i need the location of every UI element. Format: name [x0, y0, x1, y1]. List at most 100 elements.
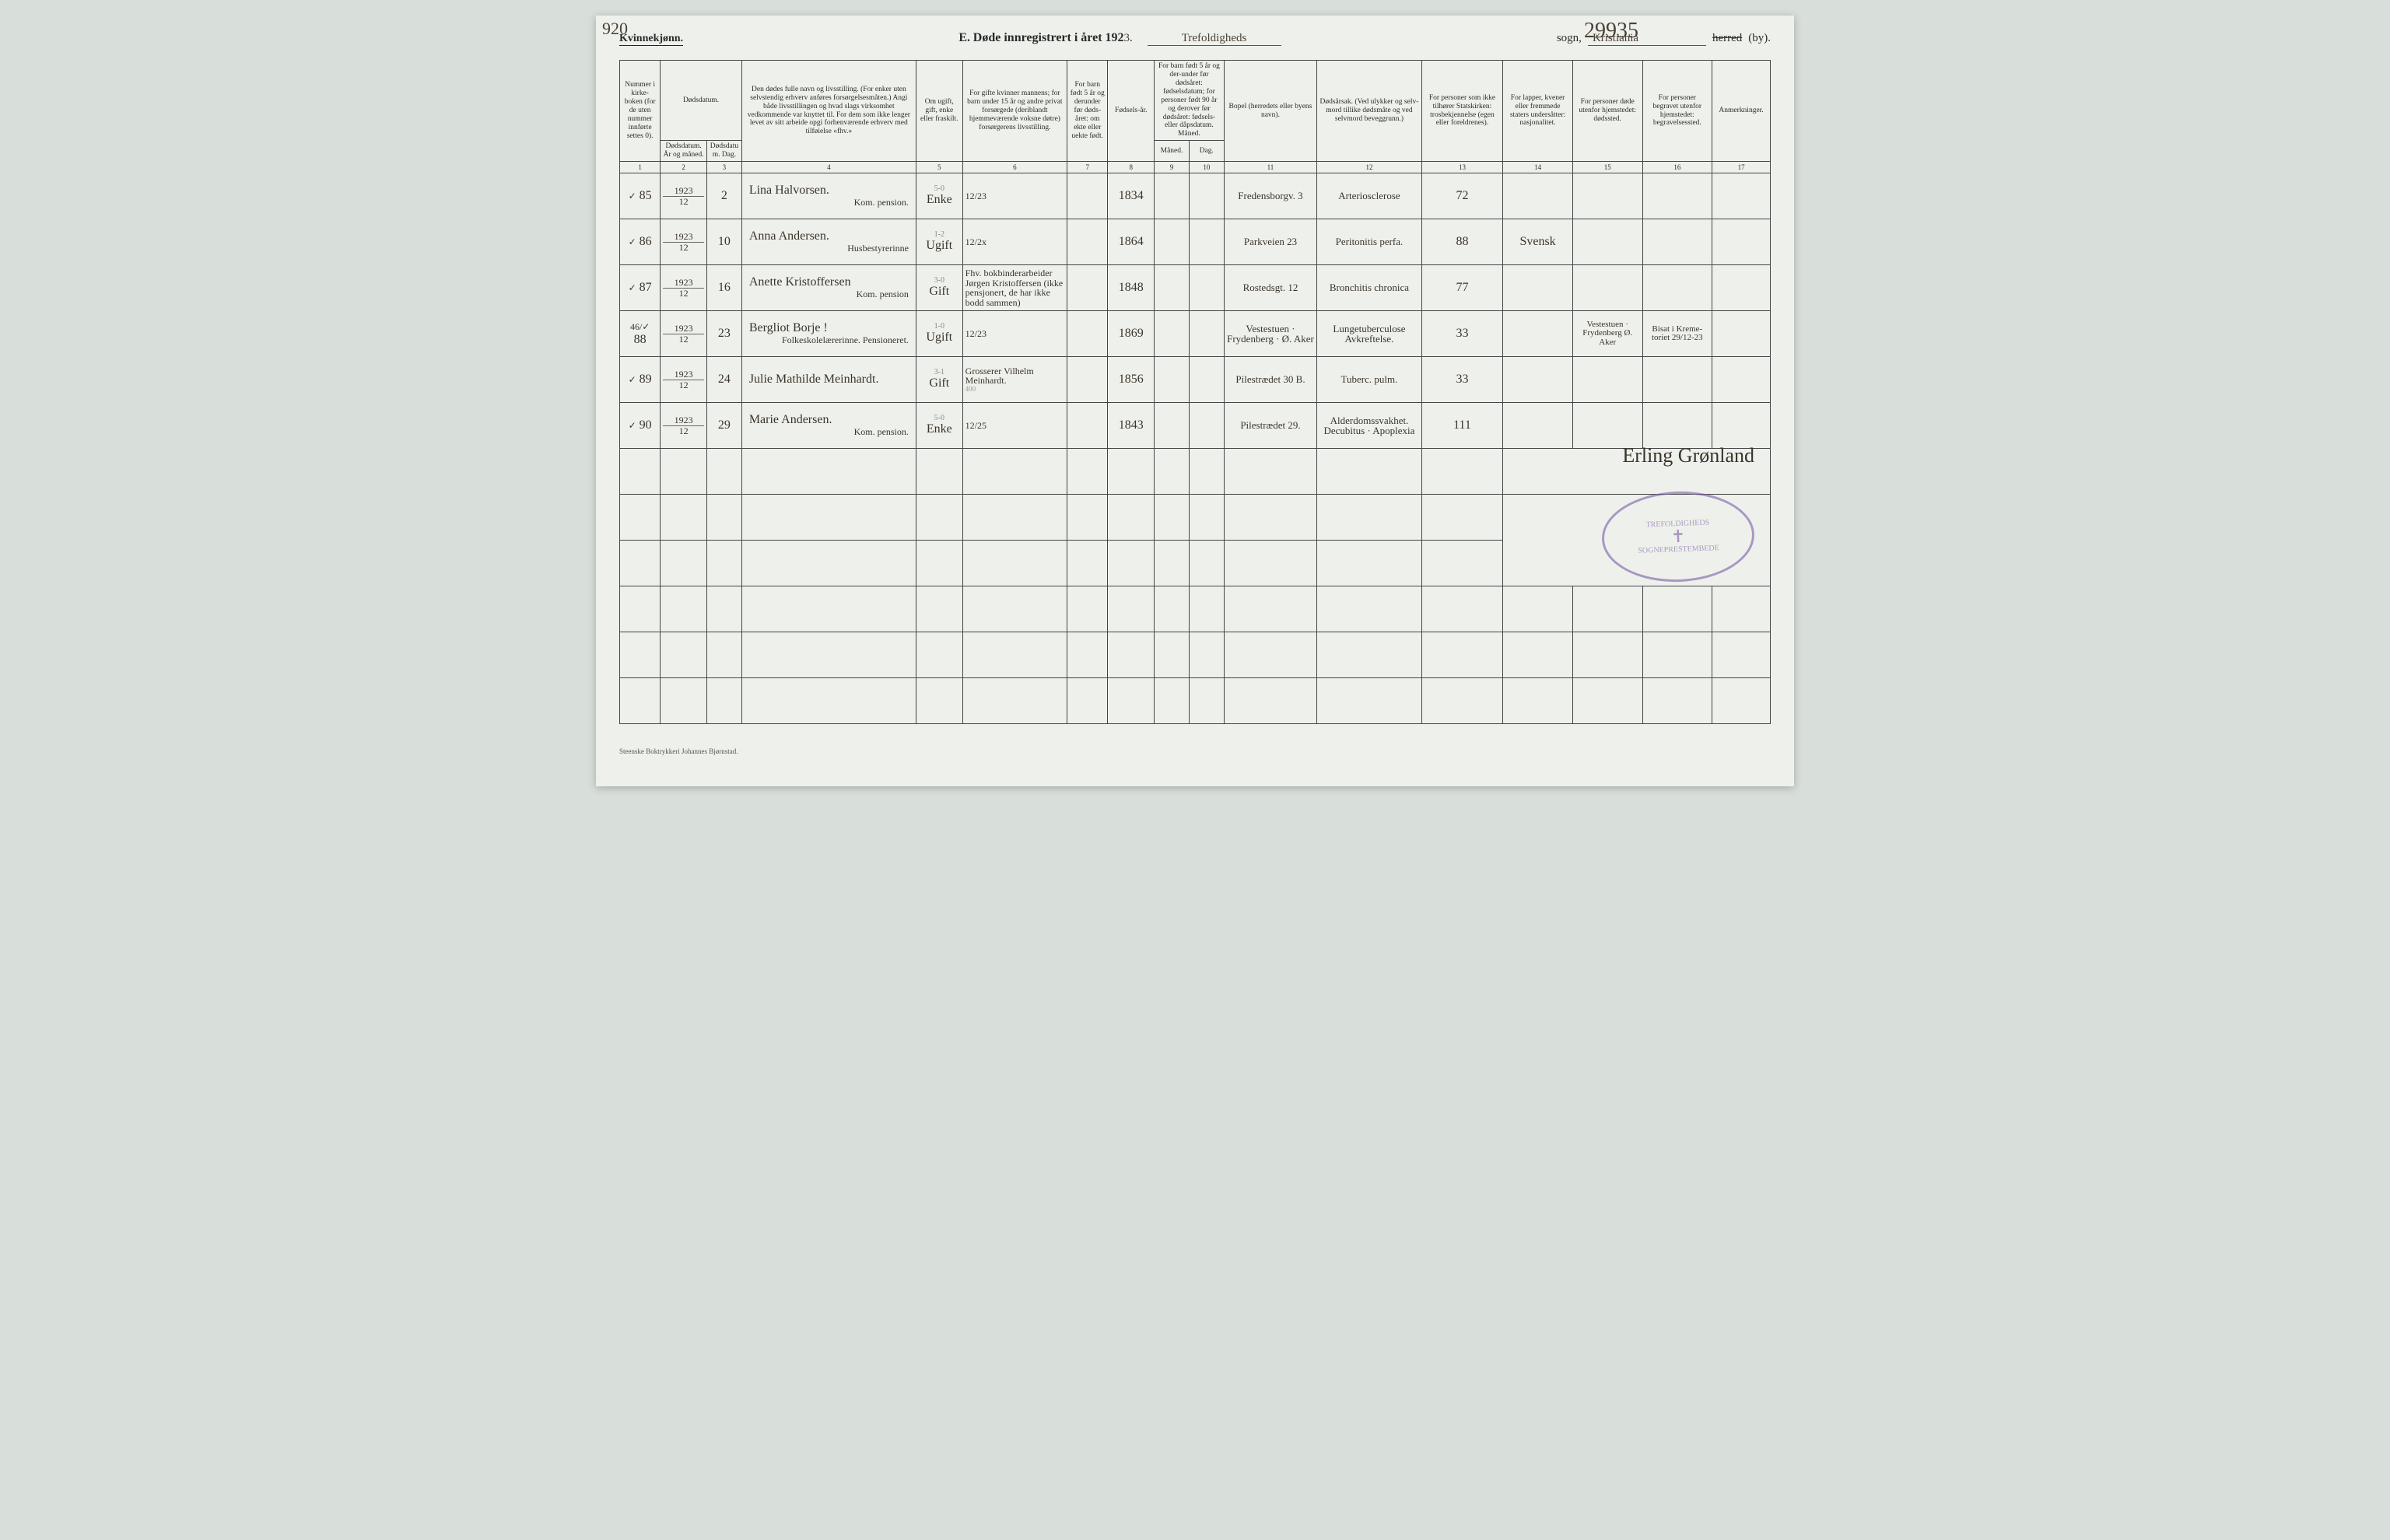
- cell-empty: [962, 632, 1067, 678]
- cell: Arteriosclerose: [1317, 173, 1421, 219]
- col-number: 10: [1189, 162, 1224, 173]
- parish-stamp: TREFOLDIGHEDS✝SOGNEPRESTEMBEDE: [1600, 489, 1756, 585]
- col-header: Den dødes fulle navn og livsstilling. (F…: [741, 61, 916, 162]
- cell-empty: [620, 449, 661, 495]
- cell-empty: [1189, 541, 1224, 586]
- cell-empty: [1108, 541, 1155, 586]
- entries-body: ✓ 851923122Lina Halvorsen.Kom. pension.5…: [620, 173, 1771, 449]
- col-number: 7: [1067, 162, 1108, 173]
- cell: [1189, 403, 1224, 449]
- cell-empty: [741, 586, 916, 632]
- cell-empty: [1189, 632, 1224, 678]
- cell: 33: [1421, 311, 1503, 357]
- cell: 12/23: [962, 173, 1067, 219]
- cell: 192312: [661, 403, 707, 449]
- cell-empty: [707, 541, 742, 586]
- cell: Alderdomssvakhet. Decubitus · Apoplexia: [1317, 403, 1421, 449]
- cell: 1834: [1108, 173, 1155, 219]
- cell: 12/25: [962, 403, 1067, 449]
- col-header: Bopel (herredets eller byens navn).: [1224, 61, 1317, 162]
- cell-empty: [1712, 678, 1771, 724]
- cell-empty: [1421, 449, 1503, 495]
- cell: Lina Halvorsen.Kom. pension.: [741, 173, 916, 219]
- gender-label: Kvinnekjønn.: [619, 33, 683, 46]
- cell-empty: [1572, 678, 1642, 724]
- parish-value: Trefoldigheds: [1148, 32, 1281, 46]
- col-header: For personer begravet utenfor hjemstedet…: [1642, 61, 1712, 162]
- cell: [1572, 265, 1642, 311]
- cell: Pilestrædet 29.: [1224, 403, 1317, 449]
- cell: 3-0Gift: [916, 265, 962, 311]
- cell-empty: [620, 586, 661, 632]
- cell: [1189, 311, 1224, 357]
- cell-empty: [1421, 632, 1503, 678]
- cell: [1712, 219, 1771, 265]
- cell-empty: [962, 495, 1067, 541]
- col-header: For lapper, kvener eller fremmede stater…: [1503, 61, 1573, 162]
- cell: [1155, 173, 1190, 219]
- cell: [1712, 265, 1771, 311]
- cell: Marie Andersen.Kom. pension.: [741, 403, 916, 449]
- cell: [1572, 219, 1642, 265]
- cell: 192312: [661, 311, 707, 357]
- cell-empty: [1317, 495, 1421, 541]
- cell: [1067, 311, 1108, 357]
- column-number-row: 1234567891011121314151617: [620, 162, 1771, 173]
- cell-empty: [1224, 586, 1317, 632]
- cell-empty: [962, 678, 1067, 724]
- cell: 111: [1421, 403, 1503, 449]
- cell-empty: [1421, 495, 1503, 541]
- col-header: For barn født 5 år og der-under før døds…: [1155, 61, 1225, 141]
- cell: Grosserer Vilhelm Meinhardt.400: [962, 357, 1067, 403]
- cell: [1712, 173, 1771, 219]
- cell: [1155, 357, 1190, 403]
- cell-empty: [707, 678, 742, 724]
- cell: ✓ 90: [620, 403, 661, 449]
- cell-empty: [1155, 495, 1190, 541]
- col-header: Om ugift, gift, enke eller fraskilt.: [916, 61, 962, 162]
- cell: 12/23: [962, 311, 1067, 357]
- cell: 1-0Ugift: [916, 311, 962, 357]
- cell-empty: [1712, 632, 1771, 678]
- cell-empty: TREFOLDIGHEDS✝SOGNEPRESTEMBEDE: [1503, 495, 1771, 586]
- cell: [1642, 219, 1712, 265]
- col-header: For personer som ikke tilhører Statskirk…: [1421, 61, 1503, 162]
- col-number: 6: [962, 162, 1067, 173]
- cell-empty: [1317, 449, 1421, 495]
- col-subheader: Dødsdatum. Dag.: [707, 141, 742, 162]
- cell: [1712, 357, 1771, 403]
- cell-empty: [1108, 586, 1155, 632]
- col-number: 13: [1421, 162, 1503, 173]
- cell: [1067, 173, 1108, 219]
- cell: Fhv. bokbinderarbeider Jørgen Kristoffer…: [962, 265, 1067, 311]
- herred-label: herred: [1712, 32, 1742, 45]
- cell: 3-1Gift: [916, 357, 962, 403]
- cell-empty: Erling Grønland: [1503, 449, 1771, 495]
- table-row-empty: Erling Grønland: [620, 449, 1771, 495]
- cell: [1642, 173, 1712, 219]
- cell: [1572, 403, 1642, 449]
- by-label: (by).: [1748, 32, 1771, 45]
- cell-empty: [707, 586, 742, 632]
- cell-empty: [1572, 586, 1642, 632]
- col-number: 8: [1108, 162, 1155, 173]
- cell: 72: [1421, 173, 1503, 219]
- col-header: Nummer i kirke-boken (for de uten nummer…: [620, 61, 661, 162]
- cell: 46/✓ 88: [620, 311, 661, 357]
- cell: 88: [1421, 219, 1503, 265]
- pencil-annotation-left: 920: [602, 19, 628, 39]
- title-text: Døde innregistrert i året 192: [973, 31, 1124, 44]
- cell: 23: [707, 311, 742, 357]
- cell: [1155, 311, 1190, 357]
- cell: [1155, 265, 1190, 311]
- cell: [1189, 173, 1224, 219]
- table-row: ✓ 8719231216Anette KristoffersenKom. pen…: [620, 265, 1771, 311]
- cell-empty: [661, 495, 707, 541]
- cell-empty: [1224, 678, 1317, 724]
- cell-empty: [1572, 632, 1642, 678]
- cell: 192312: [661, 219, 707, 265]
- col-number: 16: [1642, 162, 1712, 173]
- cell-empty: [1155, 632, 1190, 678]
- cell: [1642, 357, 1712, 403]
- cell-empty: [1155, 678, 1190, 724]
